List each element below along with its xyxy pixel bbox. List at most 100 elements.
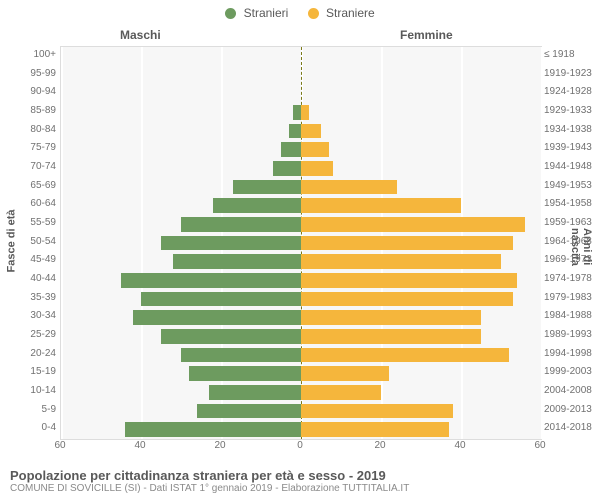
bar-female xyxy=(301,198,461,213)
y-label-birth: 1929-1933 xyxy=(544,102,600,121)
x-tick-label: 0 xyxy=(288,440,312,451)
chart-title: Popolazione per cittadinanza straniera p… xyxy=(10,468,590,483)
bar-female xyxy=(301,385,381,400)
x-tick-label: 60 xyxy=(48,440,72,451)
y-label-age: 85-89 xyxy=(6,102,56,121)
bar-male xyxy=(173,254,301,269)
y-label-age: 80-84 xyxy=(6,121,56,140)
bar-male xyxy=(189,366,301,381)
pyramid-row xyxy=(61,402,541,421)
pyramid-row xyxy=(61,103,541,122)
bar-female xyxy=(301,348,509,363)
bar-male xyxy=(161,236,301,251)
pyramid-row xyxy=(61,327,541,346)
pyramid-row xyxy=(61,196,541,215)
column-title-left: Maschi xyxy=(120,28,161,42)
y-label-age: 5-9 xyxy=(6,401,56,420)
bar-male xyxy=(125,422,301,437)
pyramid-row xyxy=(61,271,541,290)
y-label-age: 0-4 xyxy=(6,419,56,438)
y-label-birth: 1949-1953 xyxy=(544,177,600,196)
bar-male xyxy=(141,292,301,307)
pyramid-row xyxy=(61,178,541,197)
pyramid-row xyxy=(61,420,541,439)
pyramid-row xyxy=(61,66,541,85)
y-label-birth: 1939-1943 xyxy=(544,139,600,158)
pyramid-row xyxy=(61,84,541,103)
pyramid-row xyxy=(61,308,541,327)
pyramid-row xyxy=(61,215,541,234)
bar-male xyxy=(209,385,301,400)
x-tick-label: 20 xyxy=(368,440,392,451)
bar-female xyxy=(301,254,501,269)
y-label-age: 10-14 xyxy=(6,382,56,401)
pyramid-row xyxy=(61,364,541,383)
y-label-age: 15-19 xyxy=(6,363,56,382)
pyramid-row xyxy=(61,47,541,66)
y-label-age: 95-99 xyxy=(6,65,56,84)
legend: Stranieri Straniere xyxy=(0,6,600,20)
y-label-age: 90-94 xyxy=(6,83,56,102)
y-label-age: 35-39 xyxy=(6,289,56,308)
bar-male xyxy=(121,273,301,288)
y-label-birth: 1924-1928 xyxy=(544,83,600,102)
bar-male xyxy=(289,124,301,139)
bar-male xyxy=(161,329,301,344)
x-tick-label: 20 xyxy=(208,440,232,451)
chart-footer: Popolazione per cittadinanza straniera p… xyxy=(10,468,590,494)
pyramid-row xyxy=(61,383,541,402)
bar-male xyxy=(197,404,301,419)
y-label-age: 25-29 xyxy=(6,326,56,345)
bar-female xyxy=(301,217,525,232)
legend-item-male: Stranieri xyxy=(225,6,288,20)
pyramid-row xyxy=(61,234,541,253)
bar-female xyxy=(301,329,481,344)
bar-female xyxy=(301,142,329,157)
chart-subtitle: COMUNE DI SOVICILLE (SI) - Dati ISTAT 1°… xyxy=(10,483,590,494)
y-label-birth: 1984-1988 xyxy=(544,307,600,326)
pyramid-row xyxy=(61,159,541,178)
bar-male xyxy=(233,180,301,195)
y-label-age: 55-59 xyxy=(6,214,56,233)
y-label-birth: 1974-1978 xyxy=(544,270,600,289)
y-label-age: 100+ xyxy=(6,46,56,65)
bar-female xyxy=(301,404,453,419)
bar-male xyxy=(281,142,301,157)
population-pyramid-chart: Stranieri Straniere Maschi Femmine Fasce… xyxy=(0,0,600,500)
y-label-birth: 1944-1948 xyxy=(544,158,600,177)
column-title-right: Femmine xyxy=(400,28,453,42)
y-label-birth: 2014-2018 xyxy=(544,419,600,438)
legend-item-female: Straniere xyxy=(308,6,375,20)
y-label-birth: 1979-1983 xyxy=(544,289,600,308)
bar-male xyxy=(213,198,301,213)
bar-male xyxy=(293,105,301,120)
pyramid-row xyxy=(61,140,541,159)
bar-male xyxy=(181,217,301,232)
x-tick-label: 60 xyxy=(528,440,552,451)
y-label-birth: 1969-1973 xyxy=(544,251,600,270)
y-label-age: 40-44 xyxy=(6,270,56,289)
x-tick-label: 40 xyxy=(128,440,152,451)
y-label-birth: 1959-1963 xyxy=(544,214,600,233)
y-label-birth: 1919-1923 xyxy=(544,65,600,84)
y-label-age: 70-74 xyxy=(6,158,56,177)
bar-male xyxy=(133,310,301,325)
bar-female xyxy=(301,236,513,251)
y-label-age: 65-69 xyxy=(6,177,56,196)
bar-male xyxy=(181,348,301,363)
y-label-age: 20-24 xyxy=(6,345,56,364)
y-label-age: 75-79 xyxy=(6,139,56,158)
y-label-birth: 1964-1968 xyxy=(544,233,600,252)
x-tick-label: 40 xyxy=(448,440,472,451)
legend-label-female: Straniere xyxy=(326,6,375,20)
y-label-age: 60-64 xyxy=(6,195,56,214)
y-label-birth: 1989-1993 xyxy=(544,326,600,345)
legend-label-male: Stranieri xyxy=(244,6,289,20)
pyramid-row xyxy=(61,290,541,309)
bar-female xyxy=(301,161,333,176)
bar-female xyxy=(301,273,517,288)
bar-male xyxy=(273,161,301,176)
plot-area xyxy=(60,46,542,440)
y-label-age: 45-49 xyxy=(6,251,56,270)
pyramid-row xyxy=(61,122,541,141)
